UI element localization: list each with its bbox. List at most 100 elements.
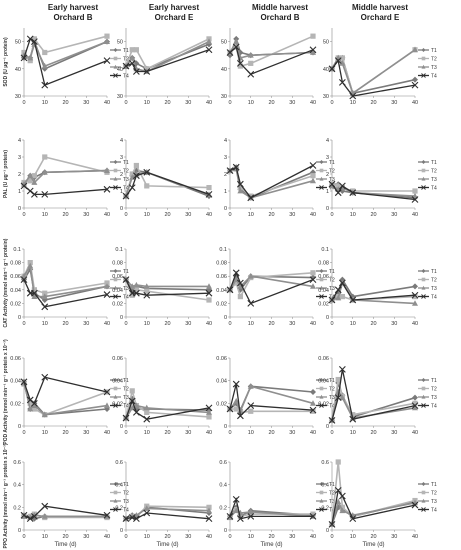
x-tick-label: 30 <box>83 100 89 106</box>
y-tick-label: 0.02 <box>10 401 21 407</box>
data-point-t2 <box>31 406 37 412</box>
data-point-t2 <box>335 376 341 383</box>
y-tick-label: 4 <box>224 138 227 144</box>
x-tick-label: 20 <box>370 321 376 327</box>
data-point-t3 <box>206 507 212 514</box>
x-tick-label: 0 <box>124 212 127 218</box>
data-point-t3 <box>412 192 418 199</box>
data-point-t4 <box>20 54 28 62</box>
data-point-t4 <box>132 68 140 75</box>
data-point-t3 <box>339 507 346 514</box>
legend-marker-t4 <box>113 185 118 190</box>
legend-marker-t1 <box>421 378 426 382</box>
data-point-t4 <box>232 43 240 51</box>
data-point-t4 <box>41 303 49 311</box>
y-tick-label: 0.02 <box>318 301 329 307</box>
data-point-t1 <box>412 394 418 401</box>
data-point-t1 <box>310 389 316 395</box>
data-point-t4 <box>236 515 244 523</box>
x-tick-label: 0 <box>228 321 231 327</box>
data-point-t4 <box>338 79 346 86</box>
column-title-2-line1: Early harvest <box>149 3 200 12</box>
x-axis-label: Time (d) <box>156 542 178 548</box>
legend-label-t4: T4 <box>431 403 437 409</box>
x-tick-label: 40 <box>206 430 212 436</box>
x-tick-label: 10 <box>42 212 48 218</box>
legend-marker-t4 <box>113 403 118 408</box>
y-tick-label: 0.02 <box>318 401 329 407</box>
x-tick-label: 40 <box>104 430 110 436</box>
y-tick-label: 0 <box>18 206 21 212</box>
y-tick-label: 0 <box>120 315 123 321</box>
data-point-t3 <box>339 60 346 66</box>
y-tick-label: 0.2 <box>321 505 329 511</box>
legend-label-t3: T3 <box>431 499 437 505</box>
data-point-t2 <box>42 49 48 56</box>
y-tick-label: 0 <box>18 424 21 430</box>
legend-label-t4: T4 <box>431 185 437 191</box>
x-tick-label: 40 <box>104 100 110 106</box>
data-point-t4 <box>247 70 255 78</box>
data-point-t4 <box>41 81 49 89</box>
y-tick-label: 40 <box>15 67 21 73</box>
x-tick-label: 20 <box>164 534 170 540</box>
data-point-t2 <box>237 63 243 69</box>
y-tick-label: 0.08 <box>216 261 227 267</box>
data-point-t4 <box>247 194 255 202</box>
data-point-t4 <box>122 276 130 283</box>
y-tick-label: 0.06 <box>10 356 21 362</box>
x-tick-label: 10 <box>248 321 254 327</box>
x-tick-label: 30 <box>391 321 397 327</box>
x-tick-label: 20 <box>62 212 68 218</box>
data-point-t3 <box>335 294 342 301</box>
x-tick-label: 0 <box>124 534 127 540</box>
x-tick-label: 30 <box>289 321 295 327</box>
data-point-t3 <box>206 38 212 44</box>
legend-marker-t4 <box>421 73 426 78</box>
legend-marker-t2 <box>421 277 426 282</box>
y-tick-label: 0.06 <box>318 274 329 280</box>
y-tick-label: 0.04 <box>216 288 227 294</box>
legend-marker-t2 <box>421 168 426 173</box>
chart-panel: 0 0.02 0.04 0.06 0.08 0.1 0 10 20 30 40 <box>112 247 213 327</box>
series-line-t4 <box>23 185 108 196</box>
data-point-t4 <box>30 399 38 407</box>
y-tick-label: 30 <box>117 94 123 100</box>
y-tick-label: 0.04 <box>318 379 329 385</box>
data-point-t3 <box>247 508 254 515</box>
data-point-t2 <box>335 459 341 465</box>
legend-label-t4: T4 <box>431 294 437 300</box>
data-point-t4 <box>247 300 255 307</box>
data-point-t2 <box>310 270 316 276</box>
data-point-t2 <box>335 183 341 189</box>
data-point-t3 <box>247 52 254 58</box>
x-tick-label: 0 <box>22 321 25 327</box>
data-point-t4 <box>41 502 49 510</box>
data-point-t3 <box>412 404 418 411</box>
data-point-t3 <box>310 400 316 406</box>
x-tick-label: 10 <box>248 534 254 540</box>
data-point-t3 <box>21 273 27 279</box>
data-point-t2 <box>144 183 150 189</box>
data-point-t2 <box>104 33 110 39</box>
x-tick-label: 20 <box>62 534 68 540</box>
y-tick-label: 0.04 <box>216 379 227 385</box>
x-tick-label: 30 <box>185 534 191 540</box>
legend-label-t2: T2 <box>431 386 437 392</box>
y-tick-label: 0.08 <box>10 261 21 267</box>
data-point-t4 <box>132 409 140 416</box>
y-tick-label: 0.2 <box>115 505 123 511</box>
legend-marker-t1 <box>319 378 324 382</box>
legend-label-t2: T2 <box>431 168 437 174</box>
x-tick-label: 10 <box>42 430 48 436</box>
legend-marker-t2 <box>421 56 426 61</box>
x-tick-label: 20 <box>62 321 68 327</box>
data-point-t2 <box>144 288 150 294</box>
legend-marker-t1 <box>319 160 324 164</box>
column-title-2-line2: Orchard E <box>155 13 194 22</box>
series-line-t3 <box>125 279 209 288</box>
